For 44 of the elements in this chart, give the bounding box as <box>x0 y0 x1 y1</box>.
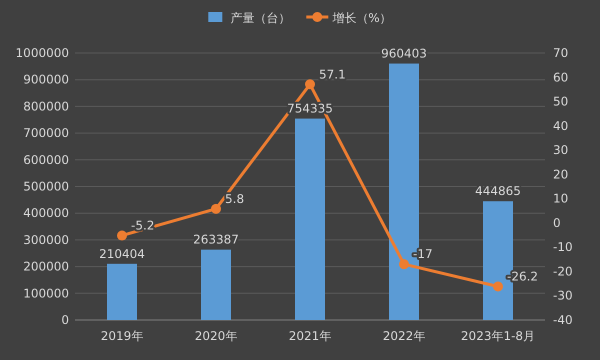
y2-tick-label: 40 <box>553 118 568 133</box>
x-tick-label: 2021年 <box>288 329 332 343</box>
bar <box>107 264 137 320</box>
y2-tick-label: 20 <box>553 167 568 182</box>
point <box>117 230 127 241</box>
data-label: 263387 <box>193 232 239 247</box>
x-tick-label: 2019年 <box>100 329 144 343</box>
y-tick-label: 300000 <box>23 232 69 247</box>
y2-tick-label: 70 <box>553 46 568 60</box>
y2-tick-label: 30 <box>553 143 568 158</box>
bar <box>295 118 325 320</box>
x-tick-label: 2020年 <box>194 329 238 343</box>
y2-tick-label: -10 <box>553 240 573 254</box>
y-tick-label: 100000 <box>23 286 69 300</box>
x-tick-label: 2023年1-8月 <box>460 329 536 343</box>
data-label: 960403 <box>381 46 427 61</box>
data-label: 5.8 <box>225 192 244 206</box>
data-label: 444865 <box>475 184 521 198</box>
point <box>211 204 221 214</box>
y2-tick-label: 10 <box>553 192 568 206</box>
y2-tick-label: -20 <box>553 264 573 278</box>
bar <box>201 250 231 320</box>
y2-tick-label: 0 <box>553 216 561 230</box>
y-tick-label: 500000 <box>23 180 69 194</box>
data-label: 210404 <box>99 246 145 261</box>
data-label: 57.1 <box>319 67 346 82</box>
y-tick-label: 900000 <box>23 72 69 87</box>
y2-tick-label: 60 <box>553 70 568 84</box>
y-tick-label: 0 <box>61 313 69 327</box>
point <box>305 79 315 90</box>
legend-label: 增长（%） <box>331 11 392 25</box>
y-tick-label: 200000 <box>23 260 69 274</box>
point <box>399 259 409 270</box>
legend-label: 产量（台） <box>230 11 290 25</box>
y-tick-label: 1000000 <box>16 46 69 60</box>
y2-tick-label: 50 <box>553 94 568 109</box>
y2-tick-label: -40 <box>553 313 573 327</box>
point <box>493 282 503 292</box>
y-tick-label: 600000 <box>23 152 69 167</box>
y-tick-label: 700000 <box>23 126 69 140</box>
y-tick-label: 400000 <box>23 206 69 220</box>
y-tick-label: 800000 <box>23 99 69 114</box>
x-tick-label: 2022年 <box>382 329 426 343</box>
y2-tick-label: -30 <box>553 288 573 303</box>
